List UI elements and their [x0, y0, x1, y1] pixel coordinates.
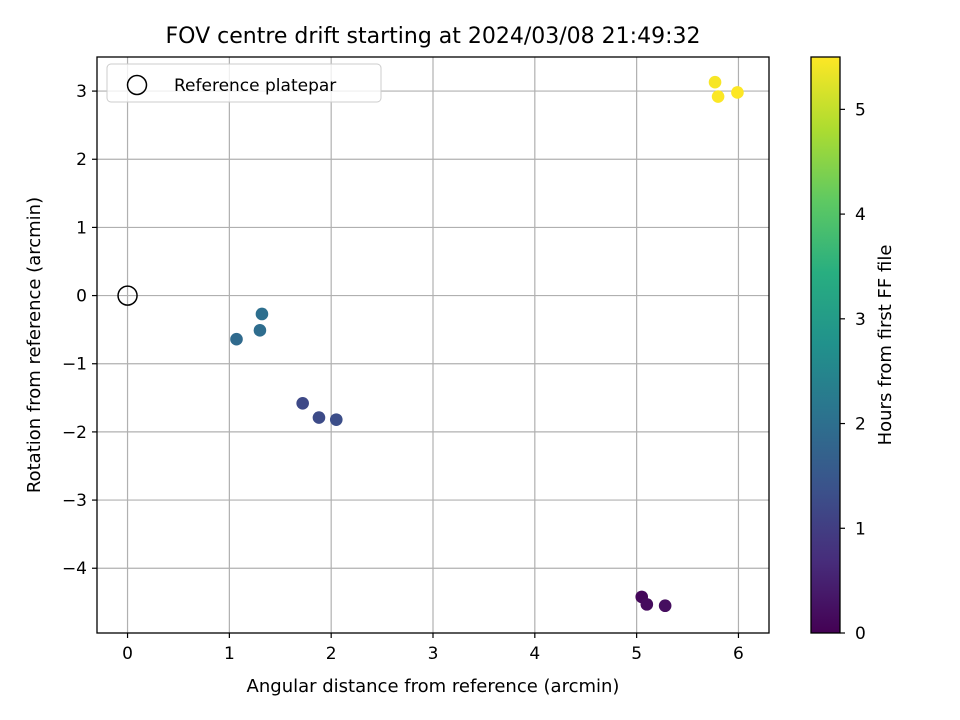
scatter-point [253, 324, 267, 337]
colorbar [810, 56, 841, 634]
x-tick-label: 4 [529, 644, 540, 664]
x-tick-label: 3 [428, 644, 439, 664]
scatter-point [658, 599, 672, 613]
y-tick-label: −4 [62, 559, 87, 579]
colorbar-tick-label: 0 [855, 624, 866, 644]
legend-marker-reference [126, 74, 148, 96]
scatter-point [329, 413, 343, 426]
x-tick-label: 0 [122, 644, 133, 664]
reference-platepar-marker [117, 285, 138, 306]
legend-box [106, 63, 382, 103]
scatter-points [230, 75, 744, 613]
colorbar-ticks: 0 1 2 3 4 5 [840, 100, 866, 644]
colorbar-label: Hours from first FF file [875, 245, 896, 446]
chart-title: FOV centre drift starting at 2024/03/08 … [166, 24, 701, 49]
y-tick-label: 1 [76, 218, 87, 238]
scatter-point [711, 90, 725, 103]
grid-lines [97, 57, 769, 633]
colorbar-tick-label: 2 [855, 415, 866, 435]
scatter-point [296, 396, 309, 410]
scatter-point [731, 86, 744, 99]
scatter-point [640, 598, 654, 611]
reference-marker-layer [117, 285, 138, 306]
x-tick-label: 1 [224, 644, 235, 664]
scatter-point [230, 332, 243, 346]
legend: Reference platepar [106, 63, 382, 103]
colorbar-tick-label: 1 [855, 519, 866, 539]
y-tick-label: 3 [76, 82, 87, 102]
y-axis-ticks: −4 −3 −2 −1 0 1 2 3 [62, 82, 97, 579]
colorbar-tick-label: 4 [855, 205, 866, 225]
y-tick-label: −3 [62, 491, 87, 511]
y-tick-label: 2 [76, 150, 87, 170]
scatter-point [312, 411, 326, 424]
colorbar-tick-label: 3 [855, 310, 866, 330]
y-axis-label: Rotation from reference (arcmin) [24, 197, 45, 493]
y-tick-label: −1 [62, 355, 87, 375]
x-tick-label: 6 [733, 644, 744, 664]
scatter-point [708, 75, 722, 89]
y-tick-label: −2 [62, 423, 87, 443]
colorbar-tick-label: 5 [855, 100, 866, 120]
scatter-point [255, 307, 269, 321]
x-tick-label: 2 [326, 644, 337, 664]
x-tick-label: 5 [631, 644, 642, 664]
x-axis-ticks: 0 1 2 3 4 5 6 [122, 633, 744, 664]
y-tick-label: 0 [76, 287, 87, 307]
legend-label-reference: Reference platepar [174, 76, 336, 96]
x-axis-label: Angular distance from reference (arcmin) [247, 676, 620, 697]
